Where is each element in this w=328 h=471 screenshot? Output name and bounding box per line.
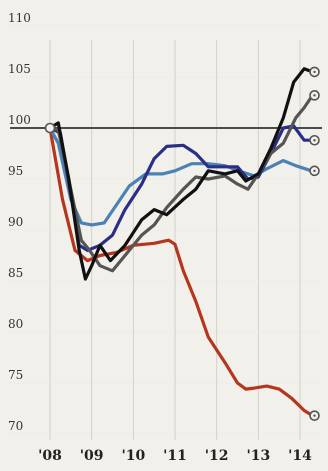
grid-layer <box>10 25 322 440</box>
series-layer <box>48 67 315 418</box>
x-tick-label: '08 <box>38 448 62 464</box>
y-tick-label: 90 <box>8 215 23 229</box>
x-tick-label: '13 <box>246 448 270 464</box>
y-tick-label: 85 <box>8 266 23 280</box>
series-end-marker-dot-5 <box>313 70 316 74</box>
end-marker-layer <box>44 66 320 421</box>
y-tick-label: 80 <box>8 317 23 331</box>
y-tick-label: 75 <box>8 368 23 382</box>
series-end-marker-dot-4 <box>313 94 316 97</box>
start-marker <box>44 122 56 134</box>
series-line-3 <box>48 124 315 252</box>
series-end-marker-dot-1 <box>313 414 316 417</box>
series-line-4 <box>48 93 315 273</box>
x-tick-label: '14 <box>288 448 312 464</box>
y-axis-tick-labels: 70 75 80 85 90 95 100 105 110 <box>8 11 31 433</box>
y-tick-label: 105 <box>8 62 31 76</box>
y-tick-label: 110 <box>8 11 31 25</box>
x-tick-label: '11 <box>163 448 187 464</box>
y-tick-label: 100 <box>8 113 31 127</box>
y-tick-label: 95 <box>8 164 23 178</box>
x-axis-tick-labels: '08 '09 '10 '11 '12 '13 '14 <box>38 448 312 464</box>
series-line-2 <box>48 126 315 227</box>
x-tick-label: '09 <box>80 448 104 464</box>
x-tick-label: '10 <box>121 448 145 464</box>
series-line-5 <box>48 67 315 281</box>
y-tick-label: 70 <box>8 419 23 433</box>
x-tick-label: '12 <box>205 448 229 464</box>
series-end-marker-dot-3 <box>313 139 316 142</box>
series-end-marker-dot-2 <box>313 169 316 173</box>
